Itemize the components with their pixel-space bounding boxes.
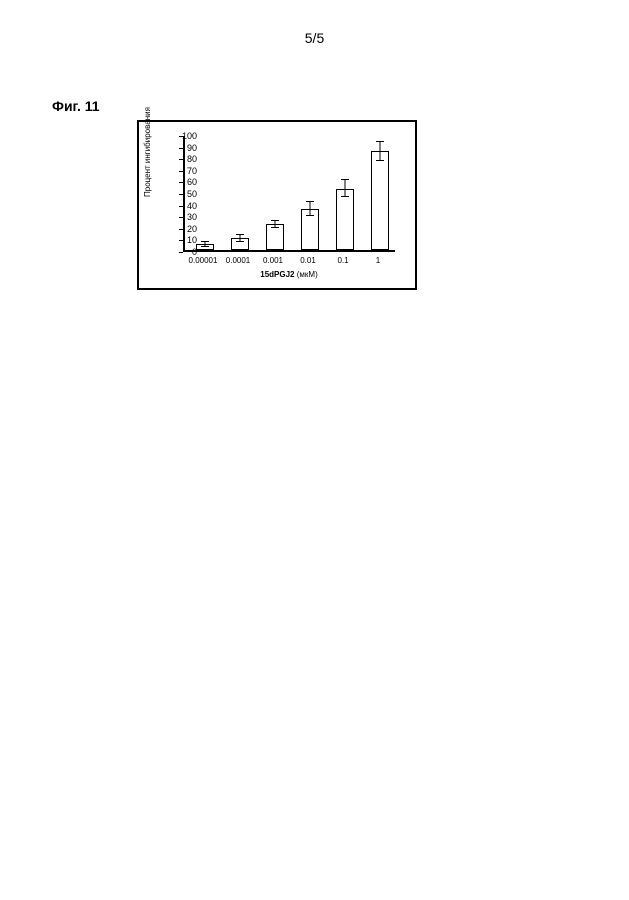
y-tick — [179, 148, 183, 149]
x-axis-label: 15dPGJ2 (мкМ) — [183, 270, 395, 279]
x-tick-label: 0.0001 — [226, 256, 250, 265]
y-tick — [179, 229, 183, 230]
error-cap — [341, 196, 349, 197]
error-cap — [236, 234, 244, 235]
page-number: 5/5 — [0, 30, 629, 46]
y-axis-label: Процент ингибирования — [143, 107, 152, 197]
error-cap — [341, 179, 349, 180]
error-bar — [310, 202, 311, 216]
error-cap — [271, 227, 279, 228]
y-tick — [179, 206, 183, 207]
x-tick-label: 1 — [376, 256, 380, 265]
y-tick — [179, 182, 183, 183]
bar — [336, 189, 354, 250]
error-cap — [306, 201, 314, 202]
y-tick — [179, 217, 183, 218]
error-cap — [376, 141, 384, 142]
bar — [266, 224, 284, 250]
y-tick — [179, 252, 183, 253]
y-tick — [179, 194, 183, 195]
error-cap — [306, 215, 314, 216]
y-tick — [179, 240, 183, 241]
x-tick-label: 0.01 — [300, 256, 316, 265]
x-tick-label: 0.1 — [337, 256, 348, 265]
error-cap — [201, 241, 209, 242]
error-cap — [376, 160, 384, 161]
x-tick-label: 0.001 — [263, 256, 283, 265]
plot-area — [183, 136, 395, 252]
chart-inner: Процент ингибирования 15dPGJ2 (мкМ) 0102… — [139, 122, 415, 288]
y-tick — [179, 171, 183, 172]
x-axis-main: 15dPGJ2 — [260, 270, 294, 279]
chart-frame: Процент ингибирования 15dPGJ2 (мкМ) 0102… — [137, 120, 417, 290]
y-tick — [179, 136, 183, 137]
error-bar — [380, 142, 381, 161]
error-cap — [236, 241, 244, 242]
y-tick — [179, 159, 183, 160]
bar — [371, 151, 389, 250]
error-cap — [271, 220, 279, 221]
x-axis-unit: (мкМ) — [297, 270, 318, 279]
error-bar — [345, 180, 346, 196]
figure-label: Фиг. 11 — [52, 98, 100, 114]
x-tick-label: 0.00001 — [189, 256, 218, 265]
error-cap — [201, 246, 209, 247]
